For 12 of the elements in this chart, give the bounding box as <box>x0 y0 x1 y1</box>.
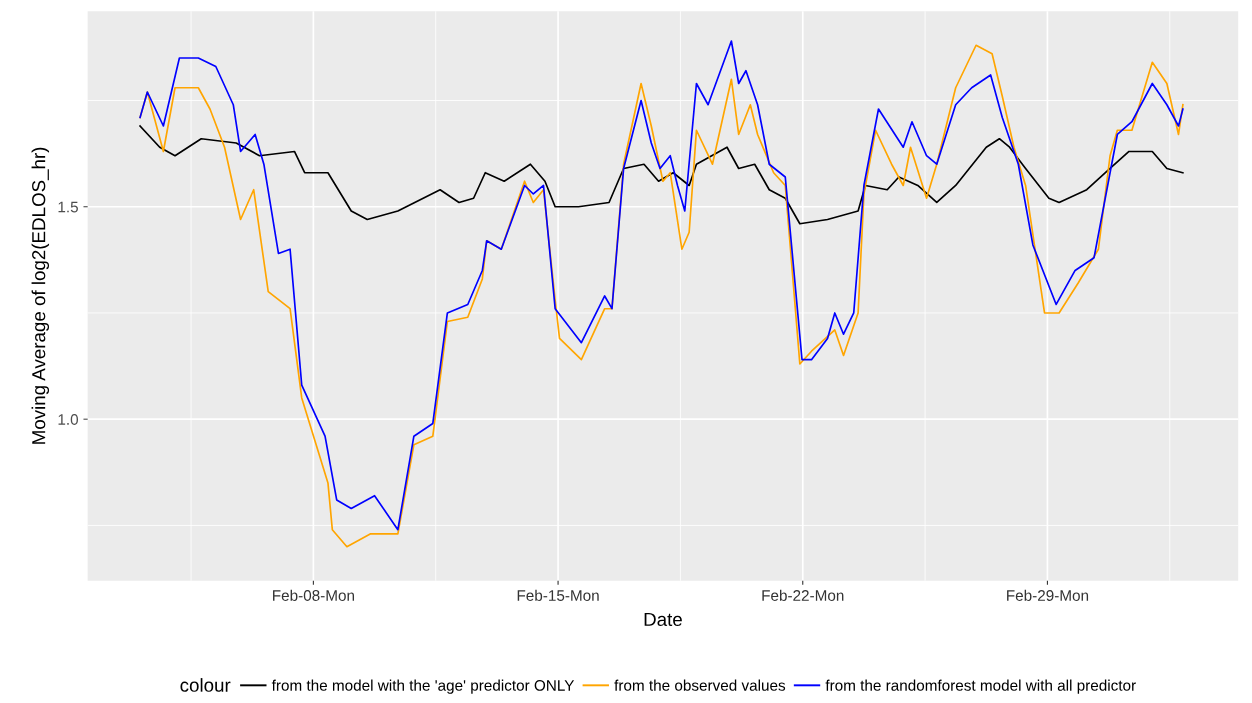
x-tick-label: Feb-29-Mon <box>1007 589 1089 601</box>
x-axis-title: Date <box>644 612 682 627</box>
legend-title: colour <box>180 678 231 692</box>
legend-label: from the randomforest model with all predictor <box>825 679 1136 694</box>
legend-label: from the model with the 'age' predictor ONLY <box>271 679 575 694</box>
y-tick-label: 1.5 <box>58 201 78 213</box>
x-tick-label: Feb-08-Mon <box>273 589 355 601</box>
y-tick-label: 1.0 <box>58 414 79 425</box>
x-tick-label: Feb-15-Mon <box>517 589 599 601</box>
y-axis-title: Moving Average of log2(EDLOS_hr) <box>31 147 50 444</box>
legend-label: from the observed values <box>614 679 786 691</box>
x-tick-label: Feb-22-Mon <box>762 589 844 601</box>
